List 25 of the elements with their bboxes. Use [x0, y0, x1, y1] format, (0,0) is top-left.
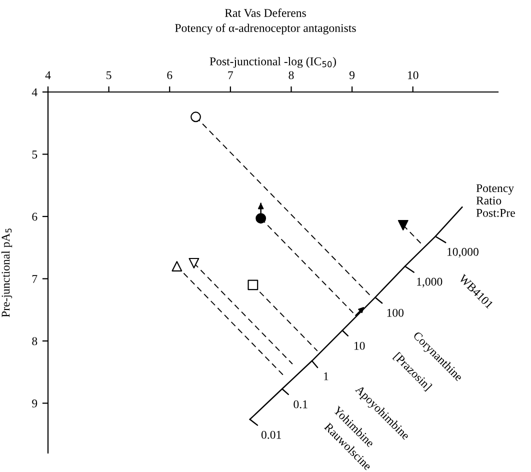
x-tick-label: 7	[228, 71, 234, 80]
annotation: 1	[324, 372, 328, 380]
y-tick-label: 4	[32, 88, 38, 96]
annotation: 0.01	[261, 430, 281, 439]
x-tick-label: 10	[408, 71, 418, 80]
x-tick-label: 8	[288, 71, 294, 80]
y-tick-label: 5	[32, 150, 38, 158]
chart-title: Rat Vas Deferens	[224, 8, 306, 18]
x-tick-label: 4	[45, 71, 51, 80]
annotation: 10	[354, 342, 365, 350]
x-tick-label: 9	[349, 71, 355, 80]
y-tick-label: 6	[32, 212, 38, 221]
x-axis-title: Post-junctional -log (IC$_{50}$)	[210, 57, 336, 68]
annotation: Potency Ratio Post:Pre	[476, 184, 515, 217]
y-tick-label: 8	[32, 337, 38, 346]
annotation: 100	[387, 308, 404, 317]
y-axis-title: Pre-junctional pA$_{5}$	[1, 228, 12, 318]
chart-subtitle: Potency of α-adrenoceptor antagonists	[175, 24, 356, 34]
annotation: 1,000	[417, 278, 442, 288]
y-tick-label: 9	[32, 399, 38, 408]
x-tick-label: 5	[106, 71, 112, 80]
x-tick-label: 6	[167, 71, 172, 80]
annotation: 10,000	[448, 248, 478, 258]
annotation: 0.1	[294, 400, 308, 408]
y-tick-label: 7	[32, 275, 38, 283]
